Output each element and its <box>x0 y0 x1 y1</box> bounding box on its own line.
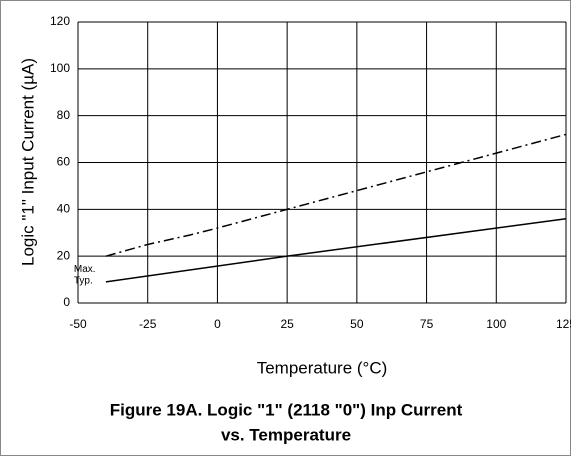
x-tick-label: 50 <box>350 317 364 331</box>
x-tick-label: 125 <box>556 317 571 331</box>
x-tick-label: 75 <box>420 317 434 331</box>
y-tick-label: 100 <box>50 61 70 75</box>
y-axis-label: Logic "1" Input Current (µA) <box>18 58 37 266</box>
x-tick-label: 25 <box>280 317 294 331</box>
y-tick-label: 80 <box>57 108 71 122</box>
x-tick-label: 100 <box>486 317 506 331</box>
series-label: Max. <box>74 264 96 275</box>
x-axis-label: Temperature (°C) <box>257 358 388 377</box>
x-tick-label: -50 <box>69 317 87 331</box>
y-tick-label: 60 <box>57 155 71 169</box>
chart-title: vs. Temperature <box>221 425 351 444</box>
line-series <box>105 133 567 257</box>
line-series <box>105 217 567 283</box>
series-label: Typ. <box>74 276 93 287</box>
y-tick-label: 120 <box>50 14 70 28</box>
chart-title: Figure 19A. Logic "1" (2118 "0") Inp Cur… <box>110 400 463 419</box>
x-tick-label: 0 <box>214 317 221 331</box>
y-tick-label: 40 <box>57 202 71 216</box>
y-tick-label: 0 <box>63 295 70 309</box>
x-tick-label: -25 <box>139 317 157 331</box>
y-tick-label: 20 <box>57 248 71 262</box>
